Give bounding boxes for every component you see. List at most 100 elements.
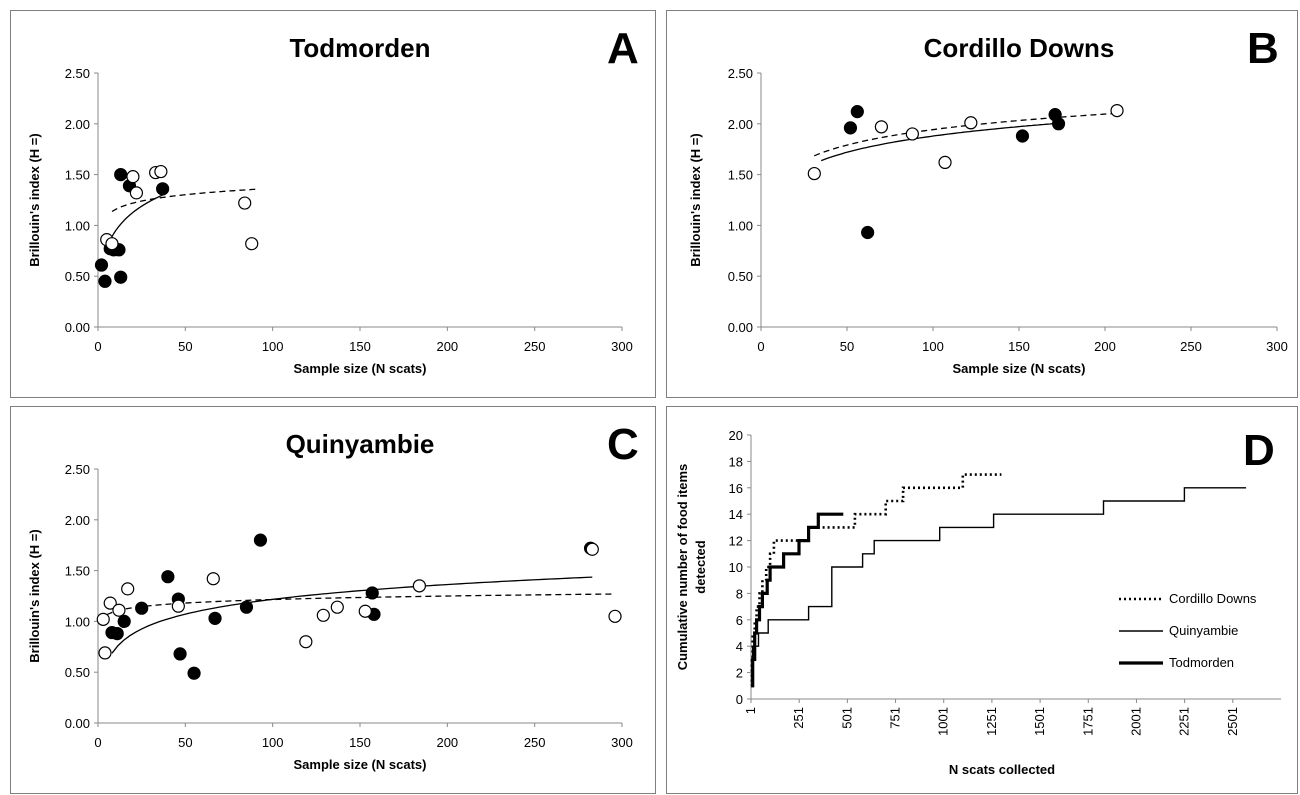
x-tick-label-b: 250 xyxy=(1180,339,1202,354)
x-tick-label-c: 250 xyxy=(524,735,546,750)
filled-point-c xyxy=(365,586,379,600)
panel-b: B Cordillo Downs 0.00 0.50 1.00 1.50 2.00 2.50… xyxy=(666,10,1298,398)
x-tick-label-d: 1251 xyxy=(984,707,999,736)
filled-point-c xyxy=(110,626,124,641)
trendline-solid-c xyxy=(111,576,593,654)
y-tick-label-a: 2.00 xyxy=(65,117,90,132)
open-point-a xyxy=(238,196,252,210)
x-tick-label-a: 50 xyxy=(178,339,192,354)
filled-point-c xyxy=(187,666,201,680)
legend-label-cordillo-downs: Cordillo Downs xyxy=(1169,591,1257,606)
x-tick-label-d: 751 xyxy=(888,707,903,729)
x-axis-title-a: Sample size (N scats) xyxy=(294,361,427,376)
y-tick-label-b: 2.00 xyxy=(728,117,753,132)
filled-point-c xyxy=(173,647,187,661)
y-tick-label-c: 1.00 xyxy=(65,614,90,629)
open-point-b xyxy=(905,127,919,141)
chart-title-b: Cordillo Downs xyxy=(924,33,1115,63)
chart-a: A Todmorden 0.00 0.50 1.00 1.50 2.00 2.50 0 50 10… xyxy=(27,24,639,376)
y-tick-label-d: 2 xyxy=(736,666,743,681)
x-tick-label-d: 2251 xyxy=(1177,707,1192,736)
filled-point-a xyxy=(94,258,109,272)
x-tick-label-d: 251 xyxy=(791,707,806,729)
x-tick-label-c: 100 xyxy=(262,735,284,750)
filled-point-b xyxy=(850,105,864,119)
y-tick-label-b: 2.50 xyxy=(728,66,753,81)
y-tick-label-d: 0 xyxy=(736,692,743,707)
panel-letter-a: A xyxy=(607,24,639,73)
chart-title-c: Quinyambie xyxy=(286,429,435,459)
legend-label-quinyambie: Quinyambie xyxy=(1169,623,1238,638)
filled-point-a xyxy=(156,182,170,196)
open-point-c xyxy=(206,572,220,586)
x-tick-label-a: 300 xyxy=(611,339,633,354)
y-tick-label-c: 1.50 xyxy=(65,564,90,579)
chart-title-a: Todmorden xyxy=(289,33,430,63)
y-tick-label-d: 10 xyxy=(729,560,743,575)
series-line-todmorden xyxy=(751,512,844,688)
trendline-dashed-a xyxy=(111,188,256,213)
panel-c: C Quinyambie 0.00 0.50 1.00 1.50 2.00 2.50 0 50 1… xyxy=(10,406,656,794)
panel-d: D 0 2 4 6 8 10 12 14 16 18 20 1 251 501 751 1001 1251 150… xyxy=(666,406,1298,794)
x-tick-label-b: 50 xyxy=(840,339,854,354)
y-tick-label-d: 14 xyxy=(729,507,743,522)
open-point-c xyxy=(608,609,622,623)
series-line-quinyambie xyxy=(751,487,1247,687)
y-tick-label-c: 2.00 xyxy=(65,513,90,528)
x-tick-label-d: 1501 xyxy=(1032,707,1047,736)
y-tick-label-b: 1.50 xyxy=(728,168,753,183)
open-point-c xyxy=(112,603,126,617)
panel-letter-d: D xyxy=(1243,426,1275,475)
open-point-c xyxy=(316,608,330,622)
x-tick-label-d: 1751 xyxy=(1080,707,1095,736)
x-tick-label-a: 250 xyxy=(524,339,546,354)
open-point-c xyxy=(96,612,110,626)
open-point-b xyxy=(938,155,952,170)
x-tick-label-b: 0 xyxy=(757,339,764,354)
y-tick-label-a: 2.50 xyxy=(65,66,90,81)
panel-letter-b: B xyxy=(1247,24,1279,73)
y-tick-label-d: 16 xyxy=(729,481,743,496)
open-point-a xyxy=(105,237,119,251)
x-tick-label-b: 300 xyxy=(1266,339,1288,354)
legend-label-todmorden: Todmorden xyxy=(1169,655,1234,670)
x-tick-label-a: 150 xyxy=(349,339,371,354)
open-point-b xyxy=(874,120,888,134)
filled-point-c xyxy=(117,614,131,628)
open-point-b xyxy=(1110,103,1124,118)
y-tick-label-a: 1.50 xyxy=(65,168,90,183)
y-tick-label-b: 0.00 xyxy=(728,320,753,335)
filled-point-c xyxy=(253,533,268,547)
x-tick-label-d: 2501 xyxy=(1225,707,1240,736)
y-tick-label-b: 1.00 xyxy=(728,218,753,233)
y-tick-label-a: 0.50 xyxy=(65,269,90,284)
x-tick-label-c: 50 xyxy=(178,735,192,750)
x-tick-label-c: 150 xyxy=(349,735,371,750)
y-tick-label-a: 1.00 xyxy=(65,218,90,233)
open-point-b xyxy=(807,166,821,181)
y-tick-label-c: 0.50 xyxy=(65,665,90,680)
trendline-dashed-c xyxy=(106,593,616,616)
x-tick-label-d: 501 xyxy=(839,707,854,729)
y-axis-title-c: Brillouin's index (H =) xyxy=(27,529,42,662)
y-tick-label-d: 8 xyxy=(736,586,743,601)
open-point-c xyxy=(299,635,313,649)
x-axis-title-c: Sample size (N scats) xyxy=(294,757,427,772)
filled-point-b xyxy=(1015,129,1030,143)
y-axis-title-b: Brillouin's index (H =) xyxy=(688,133,703,266)
open-point-c xyxy=(103,596,117,610)
open-point-b xyxy=(964,116,978,130)
y-tick-label-d: 6 xyxy=(736,613,743,628)
x-tick-label-b: 200 xyxy=(1094,339,1116,354)
y-tick-label-a: 0.00 xyxy=(65,320,90,335)
panel-a: A Todmorden 0.00 0.50 1.00 1.50 2.00 2.50 0 50 10… xyxy=(10,10,656,398)
x-tick-label-d: 1001 xyxy=(936,707,951,736)
y-axis-title-d: Cumulative number of food items xyxy=(675,464,690,671)
y-tick-label-c: 0.00 xyxy=(65,716,90,731)
chart-c: C Quinyambie 0.00 0.50 1.00 1.50 2.00 2.50 0 50 1… xyxy=(27,420,639,772)
x-tick-label-c: 300 xyxy=(611,735,633,750)
x-tick-label-a: 200 xyxy=(436,339,458,354)
filled-point-c xyxy=(239,600,254,614)
open-point-c xyxy=(98,646,112,660)
trendline-solid-b xyxy=(820,122,1059,162)
